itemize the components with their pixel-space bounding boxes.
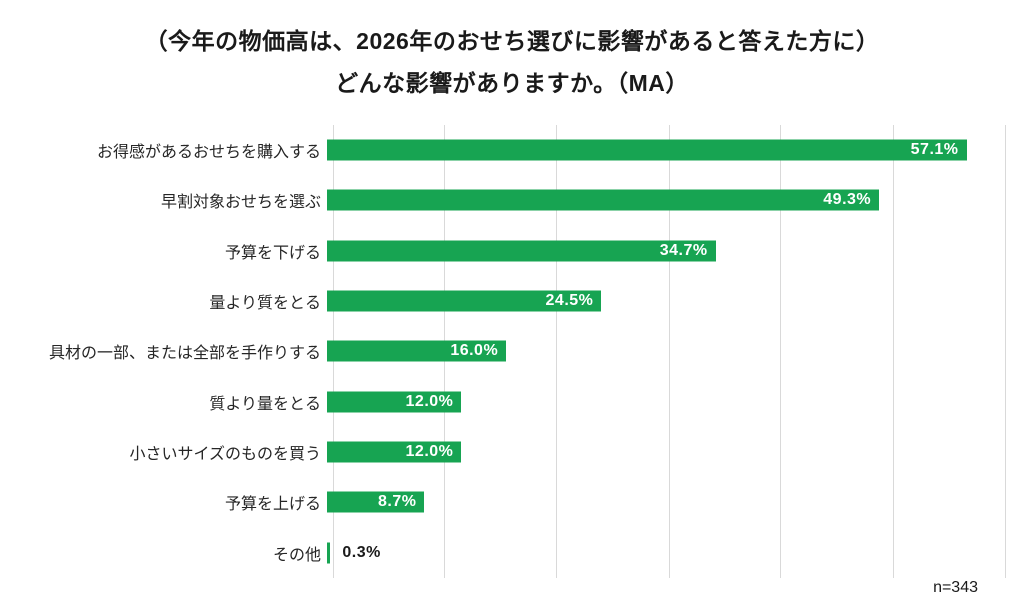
bar-row: 早割対象おせちを選ぶ 49.3%: [0, 175, 1024, 225]
value-label: 49.3%: [823, 191, 872, 209]
category-label: お得感があるおせちを購入する: [96, 144, 321, 162]
value-label: 12.0%: [405, 392, 454, 410]
category-label: 具材の一部、または全部を手作りする: [48, 345, 321, 363]
bar-row: その他 0.3%: [0, 528, 1024, 578]
bar-track: 57.1%: [327, 125, 999, 175]
chart-title-line2: どんな影響がありますか。（MA）: [335, 70, 689, 96]
chart-title-line1: （今年の物価高は、2026年のおせち選びに影響があると答えた方に）: [144, 28, 880, 54]
bar-row: 予算を上げる 8.7%: [0, 477, 1024, 527]
gridline: [668, 125, 670, 578]
bar-track: 12.0%: [327, 427, 999, 477]
category-label: 量より質をとる: [209, 295, 321, 313]
bar: [327, 189, 880, 211]
bar-track: 8.7%: [327, 477, 999, 527]
bar-track: 24.5%: [327, 276, 999, 326]
category-label: その他: [272, 546, 321, 564]
gridline: [556, 125, 558, 578]
sample-size: n=343: [933, 579, 978, 596]
bar-row: 具材の一部、または全部を手作りする 16.0%: [0, 326, 1024, 376]
category-label: 予算を上げる: [224, 496, 321, 514]
category-label: 小さいサイズのものを買う: [129, 446, 321, 464]
bar-row: 量より質をとる 24.5%: [0, 276, 1024, 326]
bar: [327, 441, 462, 463]
gridline: [1004, 125, 1006, 578]
category-label: 早割対象おせちを選ぶ: [160, 194, 321, 212]
category-label: 質より量をとる: [209, 395, 321, 413]
value-label: 16.0%: [450, 342, 499, 360]
chart-title: （今年の物価高は、2026年のおせち選びに影響があると答えた方に） どんな影響が…: [0, 20, 1024, 104]
gridline: [892, 125, 894, 578]
bar-row: 予算を下げる 34.7%: [0, 226, 1024, 276]
bar: [327, 290, 602, 312]
bar: [327, 542, 331, 564]
bar-chart: お得感があるおせちを購入する 57.1% 早割対象おせちを選ぶ 49.3% 予算…: [0, 125, 1024, 578]
gridline: [780, 125, 782, 578]
bar-row: お得感があるおせちを購入する 57.1%: [0, 125, 1024, 175]
bar-row: 小さいサイズのものを買う 12.0%: [0, 427, 1024, 477]
bar: [327, 240, 716, 262]
bar: [327, 139, 967, 161]
bar-track: 34.7%: [327, 226, 999, 276]
value-label: 12.0%: [405, 443, 454, 461]
bar-track: 16.0%: [327, 326, 999, 376]
bar-track: 0.3%: [327, 528, 999, 578]
category-label: 予算を下げる: [224, 244, 321, 262]
bar: [327, 391, 462, 413]
value-label: 0.3%: [342, 543, 381, 561]
bar: [327, 491, 425, 513]
bar-track: 12.0%: [327, 377, 999, 427]
bar: [327, 340, 507, 362]
value-label: 34.7%: [659, 241, 708, 259]
bar-row: 質より量をとる 12.0%: [0, 377, 1024, 427]
value-label: 8.7%: [377, 493, 417, 511]
value-label: 57.1%: [910, 141, 959, 159]
value-label: 24.5%: [545, 292, 594, 310]
bar-track: 49.3%: [327, 175, 999, 225]
